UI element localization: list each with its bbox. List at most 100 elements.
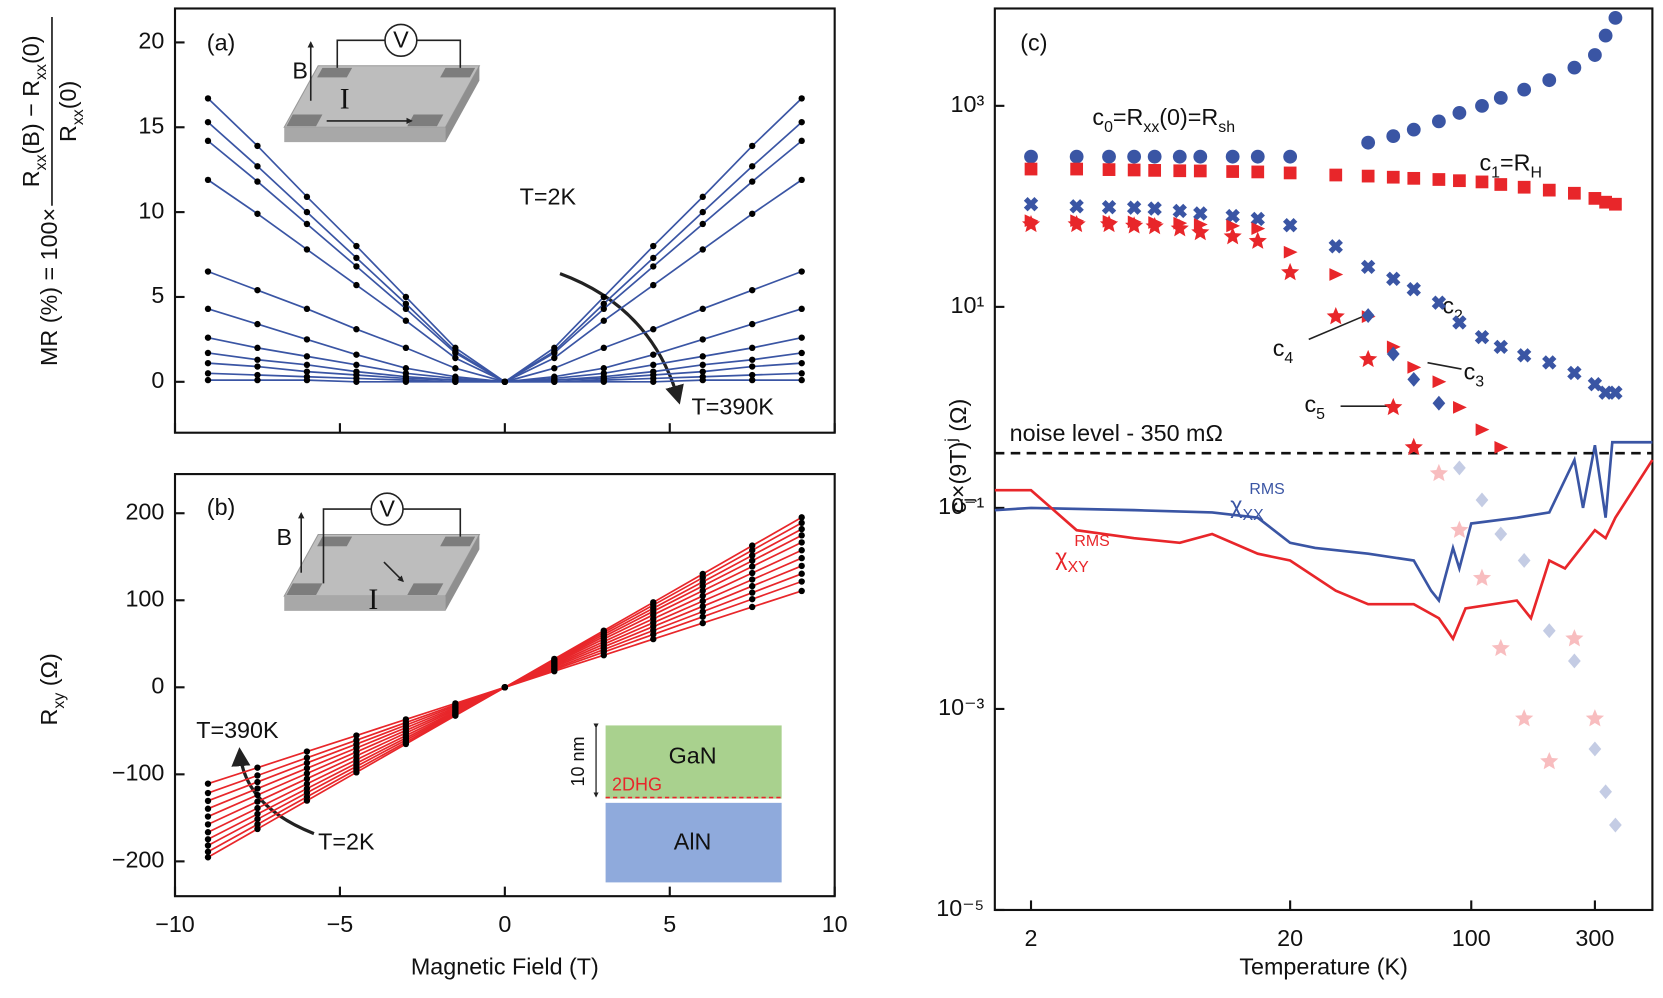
series-label: c4: [1273, 335, 1294, 367]
y-tick-label: 100: [125, 585, 164, 611]
point: [1361, 169, 1375, 183]
point: [699, 220, 706, 228]
point: [600, 300, 607, 307]
point: [1326, 307, 1345, 325]
layer-label: GaN: [669, 742, 717, 768]
point: [1565, 629, 1584, 647]
point: [1568, 186, 1581, 200]
point: [1452, 106, 1467, 120]
point: [303, 765, 311, 772]
pointer: [1308, 315, 1365, 341]
y-label-numerator: Rxx(B) − Rxx(0): [18, 36, 50, 188]
point: [749, 547, 756, 554]
point: [798, 176, 805, 184]
point: [1250, 149, 1265, 164]
annotation: T=390K: [196, 717, 279, 743]
point: [204, 359, 212, 367]
point: [1148, 164, 1162, 177]
noise-label: noise level - 350 mΩ: [1010, 420, 1223, 446]
point: [551, 365, 558, 372]
point: [600, 652, 607, 659]
point: [1475, 175, 1489, 189]
x-tick-label: −5: [327, 911, 354, 937]
point: [353, 242, 360, 250]
y-tick-label: 0: [151, 367, 164, 393]
point: [353, 351, 360, 358]
point: [650, 263, 657, 270]
point: [1361, 135, 1376, 150]
point: [303, 376, 311, 384]
panel-label: (b): [207, 494, 236, 520]
point: [1386, 170, 1400, 184]
point: [1542, 623, 1556, 639]
point: [650, 378, 657, 385]
point: [1193, 164, 1207, 178]
point: [1407, 361, 1422, 374]
curve-label: RMS: [1074, 533, 1109, 550]
point: [1475, 492, 1489, 508]
point: [1225, 208, 1240, 224]
point: [600, 378, 607, 385]
point: [699, 193, 706, 201]
inset-label: B: [276, 524, 292, 550]
point: [402, 305, 410, 313]
point: [353, 263, 360, 270]
point: [1475, 98, 1489, 113]
point: [1567, 60, 1582, 75]
series-label: c1=RH: [1480, 150, 1542, 182]
point: [402, 317, 410, 324]
point: [303, 246, 311, 253]
point: [749, 376, 756, 384]
point: [1407, 371, 1421, 387]
annotation: T=2K: [520, 183, 577, 209]
annotation: T=2K: [318, 828, 375, 854]
point: [303, 368, 311, 375]
point: [699, 353, 706, 360]
point: [749, 371, 756, 379]
point: [254, 142, 261, 150]
arrow: [231, 747, 315, 836]
point: [699, 603, 706, 610]
point: [204, 176, 212, 184]
point: [798, 334, 805, 341]
point: [699, 305, 706, 313]
y-tick-label: 15: [138, 112, 164, 138]
point: [254, 778, 261, 786]
point: [1491, 638, 1510, 657]
point: [1517, 180, 1531, 194]
point: [1329, 168, 1343, 182]
point: [402, 344, 410, 352]
point: [303, 780, 311, 788]
point: [1170, 219, 1189, 237]
y-label-prefix: MR (%) = 100×: [36, 208, 62, 366]
point: [749, 542, 756, 549]
y-label-denominator: Rxx(0): [55, 81, 87, 142]
point: [1360, 259, 1376, 275]
annotation: T=390K: [692, 393, 775, 419]
point: [402, 378, 410, 385]
point: [1450, 520, 1469, 538]
point: [600, 344, 607, 352]
point: [1172, 203, 1187, 219]
point: [749, 178, 756, 185]
point: [254, 804, 261, 812]
point: [1542, 73, 1557, 88]
point: [798, 519, 805, 526]
point: [1386, 271, 1401, 287]
point: [798, 268, 805, 275]
point: [254, 821, 261, 828]
series-line: [207, 140, 803, 383]
point: [1127, 163, 1141, 177]
point: [1432, 395, 1446, 411]
point: [204, 854, 212, 861]
point: [1474, 329, 1490, 345]
point: [1567, 365, 1582, 381]
point: [551, 354, 558, 362]
point: [798, 554, 805, 562]
point: [650, 242, 657, 250]
point: [1517, 553, 1531, 568]
pointer: [1427, 361, 1462, 370]
y-tick-label: 10⁻³: [938, 694, 984, 720]
point: [1585, 709, 1605, 727]
point: [1431, 114, 1446, 129]
